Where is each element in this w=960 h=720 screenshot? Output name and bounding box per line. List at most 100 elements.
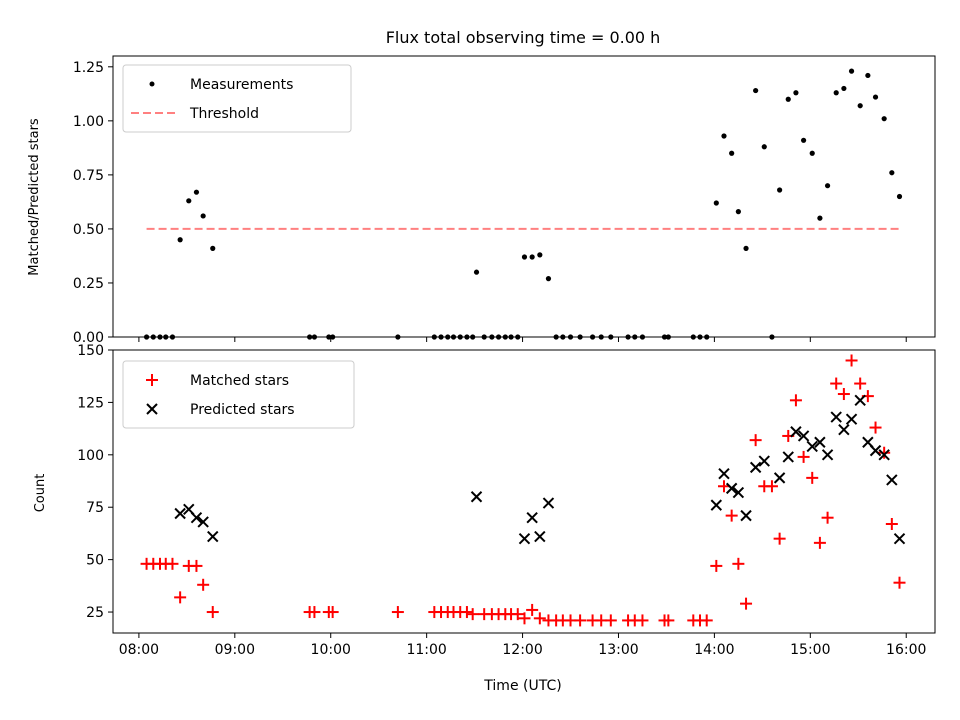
measurements-point bbox=[809, 150, 815, 156]
matched-stars-point bbox=[174, 591, 187, 604]
matched-stars-point bbox=[511, 608, 524, 621]
matched-stars-point bbox=[806, 471, 819, 484]
matched-stars-point bbox=[740, 597, 753, 610]
matched-stars-point bbox=[717, 480, 730, 493]
predicted-stars-point bbox=[725, 482, 738, 495]
predicted-stars-point bbox=[758, 455, 770, 467]
measurements-point bbox=[210, 245, 216, 251]
x-axis-label: Time (UTC) bbox=[483, 678, 561, 694]
matched-stars-point bbox=[710, 559, 723, 572]
measurements-point bbox=[800, 137, 807, 143]
x-tick-label: 12:00 bbox=[502, 642, 542, 658]
predicted-stars-point bbox=[821, 449, 834, 461]
predicted-stars-point bbox=[190, 511, 203, 524]
predicted-stars-point bbox=[470, 491, 483, 503]
predicted-stars-point bbox=[806, 440, 818, 453]
measurements-point bbox=[833, 90, 839, 96]
predicted-stars-point bbox=[207, 530, 219, 543]
measurements-point bbox=[753, 87, 759, 94]
matched-stars-point bbox=[518, 612, 531, 625]
y-tick-label: 0.00 bbox=[73, 330, 104, 346]
y-tick-label: 25 bbox=[86, 605, 104, 621]
matched-stars-point bbox=[197, 578, 210, 591]
predicted-stars-point bbox=[773, 472, 786, 484]
predicted-stars-point bbox=[854, 394, 866, 407]
matched-stars-point bbox=[574, 614, 587, 627]
x-tick-label: 09:00 bbox=[215, 642, 255, 658]
predicted-stars-point bbox=[797, 430, 810, 442]
predicted-stars-point bbox=[838, 423, 850, 436]
matched-stars-point bbox=[797, 450, 810, 463]
y-tick-label: 0.50 bbox=[73, 222, 104, 238]
measurements-point bbox=[529, 254, 535, 260]
predicted-stars-point bbox=[534, 530, 546, 543]
measurements-point bbox=[186, 198, 192, 204]
predicted-stars-point bbox=[790, 426, 802, 438]
legend-threshold-label: Threshold bbox=[189, 106, 259, 122]
predicted-stars-point bbox=[740, 509, 752, 522]
measurements-point bbox=[537, 252, 543, 258]
x-tick-label: 13:00 bbox=[598, 642, 638, 658]
measurements-point bbox=[865, 72, 871, 79]
measurements-point bbox=[817, 215, 823, 221]
legend-predicted-stars-label: Predicted stars bbox=[190, 402, 295, 418]
measurements-point bbox=[777, 187, 783, 193]
predicted-stars-point bbox=[893, 532, 906, 545]
bottom-y-axis-label: Count bbox=[33, 474, 48, 513]
measurements-legend-marker bbox=[149, 81, 155, 87]
measurements-point bbox=[473, 269, 480, 275]
measurements-point bbox=[896, 193, 903, 200]
matched-stars-point bbox=[533, 612, 546, 625]
predicted-stars-point bbox=[869, 444, 882, 457]
top-plot-area: 0.00 0.25 0.50 0.75 1.00 1.25 bbox=[73, 60, 907, 346]
top-legend: Measurements Threshold bbox=[122, 64, 352, 133]
top-legend-box bbox=[122, 64, 352, 133]
matched-stars-point bbox=[391, 606, 404, 619]
x-tick-label: 14:00 bbox=[694, 642, 734, 658]
predicted-stars-point bbox=[830, 411, 842, 423]
measurements-point bbox=[889, 170, 895, 176]
matched-stars-point bbox=[789, 394, 802, 407]
matched-stars-point bbox=[765, 480, 778, 493]
matched-stars-point bbox=[308, 606, 321, 619]
predicted-stars-point bbox=[542, 497, 555, 509]
measurements-point bbox=[735, 209, 741, 215]
y-tick-label: 100 bbox=[77, 448, 104, 464]
top-y-axis-label: Matched/Predicted stars bbox=[27, 118, 42, 276]
matched-stars-point bbox=[854, 377, 867, 390]
matched-stars-point bbox=[700, 614, 713, 627]
matched-stars-point bbox=[732, 557, 745, 570]
matched-stars-legend-marker bbox=[146, 374, 158, 386]
matched-stars-point bbox=[460, 606, 473, 619]
bottom-legend: Matched stars Predicted stars bbox=[122, 360, 355, 429]
measurements-point bbox=[881, 116, 887, 122]
matched-stars-point bbox=[725, 509, 738, 522]
matched-stars-point bbox=[878, 446, 891, 459]
y-tick-label: 1.25 bbox=[73, 60, 104, 76]
y-tick-label: 125 bbox=[77, 395, 104, 411]
measurements-point bbox=[824, 183, 831, 189]
matched-stars-point bbox=[893, 576, 906, 589]
matched-stars-point bbox=[845, 354, 858, 367]
y-tick-label: 50 bbox=[86, 553, 104, 569]
measurements-point bbox=[200, 213, 206, 219]
predicted-stars-point bbox=[710, 499, 723, 511]
y-tick-label: 150 bbox=[77, 343, 104, 359]
matched-stars-point bbox=[869, 421, 882, 434]
measurements-point bbox=[721, 133, 727, 139]
x-tick-label: 15:00 bbox=[790, 642, 830, 658]
legend-matched-stars-label: Matched stars bbox=[190, 373, 289, 389]
predicted-stars-point bbox=[845, 413, 858, 425]
predicted-stars-point bbox=[518, 532, 531, 545]
predicted-stars-legend-marker bbox=[146, 403, 158, 415]
top-axes-frame bbox=[112, 55, 936, 338]
predicted-stars-point bbox=[886, 474, 898, 486]
measurements-point bbox=[761, 144, 767, 150]
bottom-plot-area: 08:00 09:00 10:00 11:00 12:00 13:00 14:00 15:00… bbox=[77, 343, 926, 658]
predicted-stars-point bbox=[749, 461, 762, 474]
measurements-point bbox=[729, 150, 735, 156]
measurements-point bbox=[841, 85, 847, 92]
matched-stars-point bbox=[821, 511, 834, 524]
matched-stars-point bbox=[837, 388, 850, 401]
